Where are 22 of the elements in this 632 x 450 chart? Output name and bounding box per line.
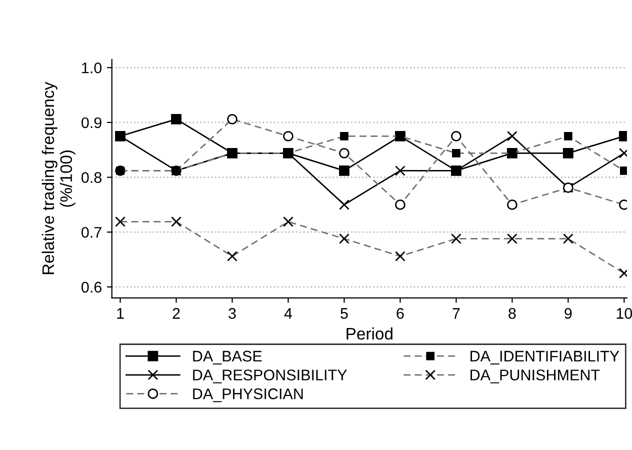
x-tick-label: 7 bbox=[452, 308, 460, 319]
legend-label: DA_BASE bbox=[193, 350, 262, 364]
x-tick-label: 5 bbox=[340, 308, 348, 319]
x-tick-label: 2 bbox=[172, 308, 180, 319]
x-tick-label: 8 bbox=[508, 308, 516, 319]
y-axis-title: Relative trading frequency (%/100) bbox=[42, 82, 76, 274]
x-tick-label: 4 bbox=[284, 308, 292, 319]
y-tick-label: 0.8 bbox=[82, 172, 102, 183]
legend-label: DA_RESPONSIBILITY bbox=[193, 370, 347, 384]
y-tick-label: 1.0 bbox=[82, 62, 102, 74]
x-tick-label: 1 bbox=[117, 308, 124, 319]
x-tick-label: 3 bbox=[228, 308, 236, 319]
legend-label: DA_PHYSICIAN bbox=[193, 388, 303, 402]
x-axis-title: Period bbox=[346, 327, 392, 340]
x-tick-label: 6 bbox=[396, 308, 404, 319]
y-tick-label: 0.6 bbox=[82, 282, 102, 293]
legend-label: DA_PUNISHMENT bbox=[470, 370, 600, 384]
x-tick-label: 9 bbox=[564, 308, 572, 319]
y-tick-label: 0.9 bbox=[82, 117, 102, 128]
x-tick-label: 10 bbox=[616, 308, 632, 319]
y-tick-label: 0.7 bbox=[82, 226, 102, 238]
legend-label: DA_IDENTIFIABILITY bbox=[470, 350, 620, 364]
